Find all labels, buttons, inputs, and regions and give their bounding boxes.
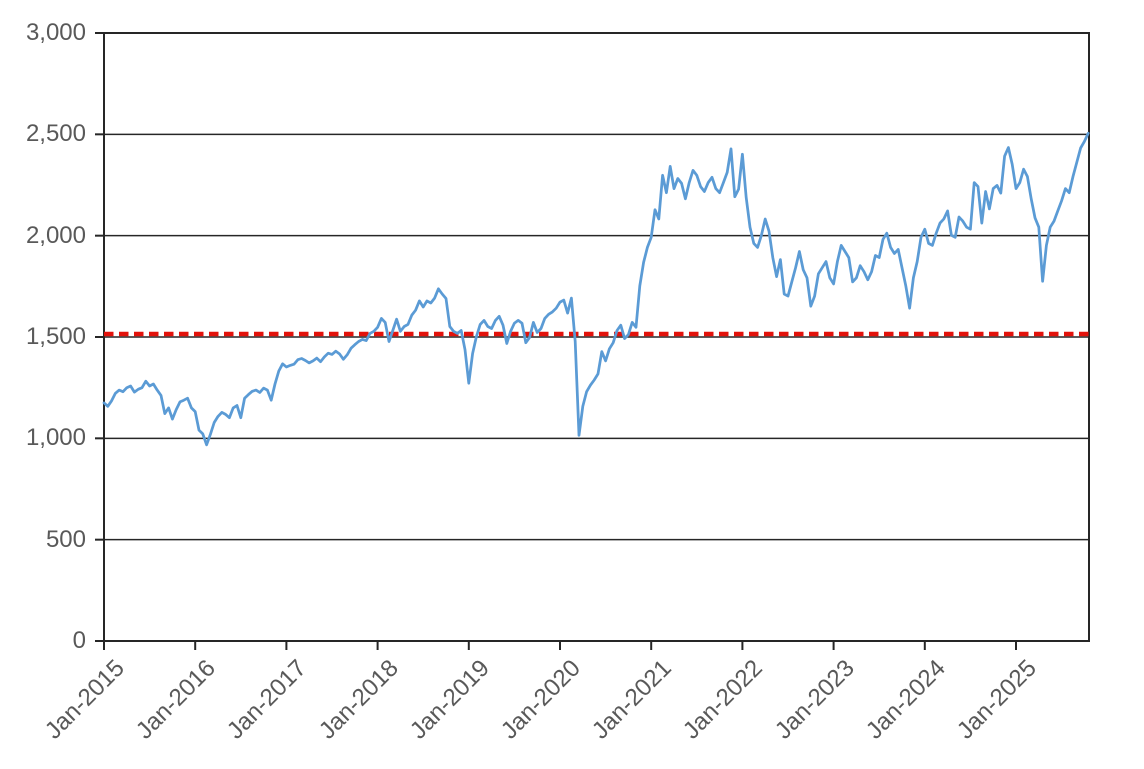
y-axis-tick-label: 500 (45, 525, 86, 553)
y-axis-tick-label: 2,000 (25, 221, 86, 249)
y-axis-tick-label: 0 (72, 627, 86, 654)
y-axis-tick-label: 3,000 (25, 19, 86, 46)
y-axis-tick-label: 1,500 (25, 323, 86, 350)
price-line (102, 131, 1090, 447)
y-axis-tick-label: 1,000 (25, 424, 86, 452)
y-axis-tick-label: 2,500 (25, 120, 86, 148)
